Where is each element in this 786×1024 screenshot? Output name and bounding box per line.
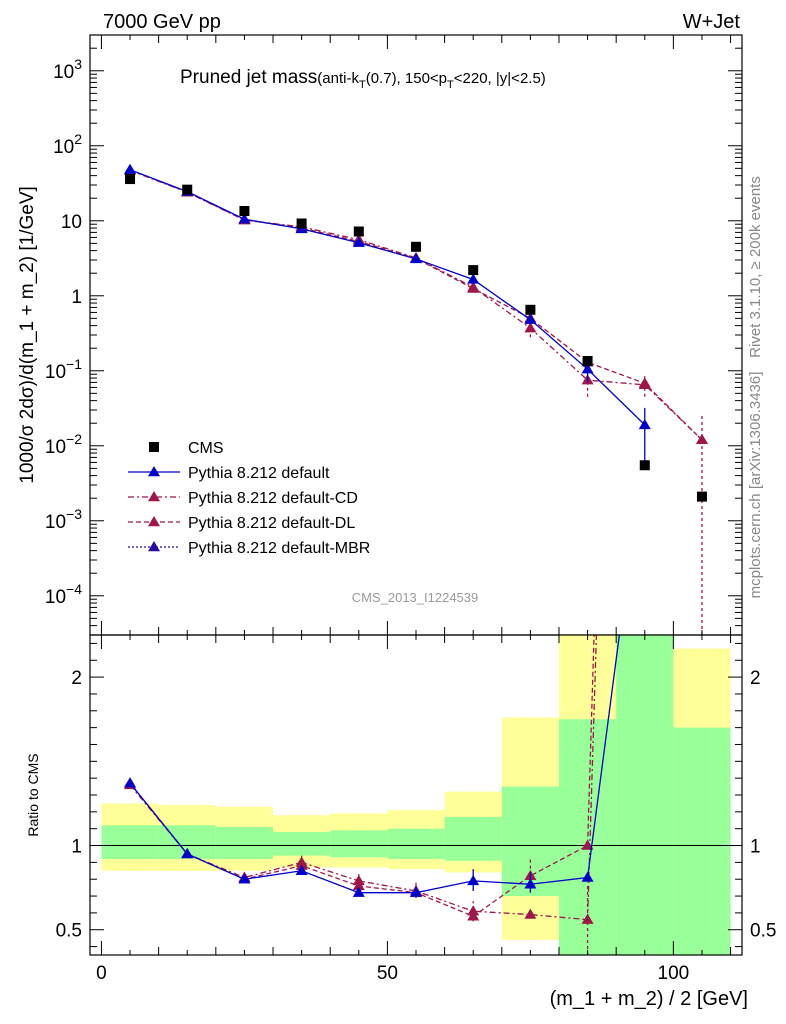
legend-label: Pythia 8.212 default-DL bbox=[188, 515, 355, 532]
main-series-2-marker bbox=[638, 418, 651, 430]
main-series-1-marker bbox=[524, 322, 537, 333]
y-tick-label: 103 bbox=[53, 56, 82, 83]
cms-data-point bbox=[525, 304, 536, 315]
y-tick-label: 1 bbox=[71, 287, 82, 308]
legend-marker bbox=[148, 466, 160, 477]
ratio-series-2-marker bbox=[410, 886, 422, 897]
main-y-axis-title: 1000/σ 2dσ)/d(m_1 + m_2) [1/GeV] bbox=[17, 186, 38, 484]
main-series-2-marker bbox=[581, 363, 594, 374]
rivet-version-label: Rivet 3.1.10, ≥ 200k events bbox=[747, 176, 764, 358]
green-band-bin bbox=[387, 828, 445, 859]
ratio-series-2-marker bbox=[181, 847, 194, 859]
main-series-2-line bbox=[129, 169, 646, 426]
legend: CMS Pythia 8.212 default Pythia 8.212 defa… bbox=[128, 440, 370, 557]
ratio-y-tick-label-right: 1 bbox=[750, 837, 761, 858]
ratio-y-tick-label: 2 bbox=[71, 668, 82, 689]
ratio-y-axis-title: Ratio to CMS bbox=[25, 753, 41, 836]
ratio-series-2-marker bbox=[124, 777, 137, 788]
ratio-series-1-line bbox=[129, 635, 598, 921]
x-tick-label: 0 bbox=[96, 963, 107, 984]
y-tick-label: 10 bbox=[61, 212, 82, 233]
legend-marker-cms bbox=[149, 442, 159, 452]
mcplots-label: mcplots.cern.ch [arXiv:1306.3436] bbox=[747, 372, 764, 599]
cms-data-point bbox=[411, 241, 421, 252]
ratio-series-2-marker bbox=[581, 871, 594, 882]
ratio-series-1-marker bbox=[295, 856, 308, 867]
cms-data-point bbox=[239, 206, 250, 217]
legend-label: Pythia 8.212 default bbox=[188, 465, 330, 482]
legend-marker bbox=[148, 491, 160, 502]
ratio-series-1-marker bbox=[467, 905, 480, 916]
ratio-series-1-marker bbox=[581, 913, 594, 924]
ratio-series-2-line bbox=[129, 635, 621, 894]
ratio-series-2-marker bbox=[524, 878, 537, 889]
ratio-y-tick-label: 0.5 bbox=[56, 921, 82, 942]
cms-data-point bbox=[696, 491, 707, 502]
ratio-y-tick-label: 1 bbox=[71, 837, 82, 858]
plot-title: Pruned jet mass(anti-kT(0.7), 150<pT<220… bbox=[180, 67, 546, 91]
x-tick-label: 50 bbox=[377, 963, 398, 984]
green-band-bin bbox=[215, 827, 274, 859]
ratio-series-2-marker bbox=[238, 873, 251, 884]
ratio-series-1-marker bbox=[524, 908, 537, 919]
legend-marker bbox=[148, 516, 160, 527]
ratio-uncertainty-bands bbox=[90, 635, 742, 955]
ratio-y-tick-label-right: 0.5 bbox=[750, 921, 776, 942]
cms-data-point bbox=[468, 265, 479, 276]
cms-data-point bbox=[582, 356, 593, 367]
main-series-1-line bbox=[129, 169, 703, 441]
ratio-y-tick-label-right: 2 bbox=[750, 668, 761, 689]
legend-marker bbox=[148, 541, 160, 552]
main-series-2-marker bbox=[124, 163, 137, 174]
ratio-series-2-marker bbox=[352, 886, 365, 897]
main-series-1-marker bbox=[638, 378, 651, 390]
ratio-series-2-marker bbox=[467, 874, 480, 886]
y-tick-label: 102 bbox=[53, 131, 82, 158]
analysis-watermark: CMS_2013_I1224539 bbox=[352, 590, 479, 605]
x-axis-title: (m_1 + m_2) / 2 [GeV] bbox=[550, 988, 748, 1010]
main-panel-series bbox=[124, 163, 708, 635]
green-band-bin bbox=[273, 832, 331, 856]
green-band-bin bbox=[444, 816, 502, 861]
header-right: W+Jet bbox=[683, 11, 741, 33]
ratio-series-1-marker bbox=[352, 874, 365, 886]
ratio-panel-series bbox=[124, 635, 621, 955]
legend-label: Pythia 8.212 default-MBR bbox=[188, 540, 370, 557]
legend-label: CMS bbox=[188, 440, 224, 457]
green-band-bin bbox=[101, 825, 159, 859]
main-series-1-marker bbox=[695, 433, 708, 445]
cms-data-point bbox=[125, 174, 136, 185]
main-series-2-marker bbox=[410, 252, 422, 264]
main-series-1-marker bbox=[467, 281, 480, 292]
legend-label: Pythia 8.212 default-CD bbox=[188, 490, 358, 507]
green-band-bin bbox=[673, 727, 731, 955]
cms-data-point bbox=[639, 460, 650, 471]
y-tick-label: 10−3 bbox=[45, 506, 82, 533]
main-series-2-marker bbox=[352, 236, 365, 247]
cms-data-point bbox=[182, 184, 193, 195]
ratio-panel-axes: 0 50 100 0.5 0.5 1 1 2 2 bbox=[56, 634, 776, 984]
main-series-2-marker bbox=[238, 213, 251, 224]
green-band-bin bbox=[616, 635, 674, 955]
y-tick-label: 10−4 bbox=[45, 581, 82, 608]
y-tick-label: 10−2 bbox=[45, 431, 82, 458]
main-series-0-line bbox=[129, 169, 703, 441]
header-left: 7000 GeV pp bbox=[103, 11, 221, 33]
cms-data-point bbox=[353, 226, 364, 237]
ratio-series-0-marker bbox=[581, 839, 594, 850]
cms-data-point bbox=[296, 218, 307, 229]
main-series-2-marker bbox=[524, 313, 537, 324]
y-tick-label: 10−1 bbox=[45, 356, 82, 383]
x-tick-label: 100 bbox=[658, 963, 690, 984]
ratio-series-2-marker bbox=[295, 864, 308, 875]
main-series-2-marker bbox=[467, 273, 480, 284]
green-band-bin bbox=[330, 830, 388, 858]
